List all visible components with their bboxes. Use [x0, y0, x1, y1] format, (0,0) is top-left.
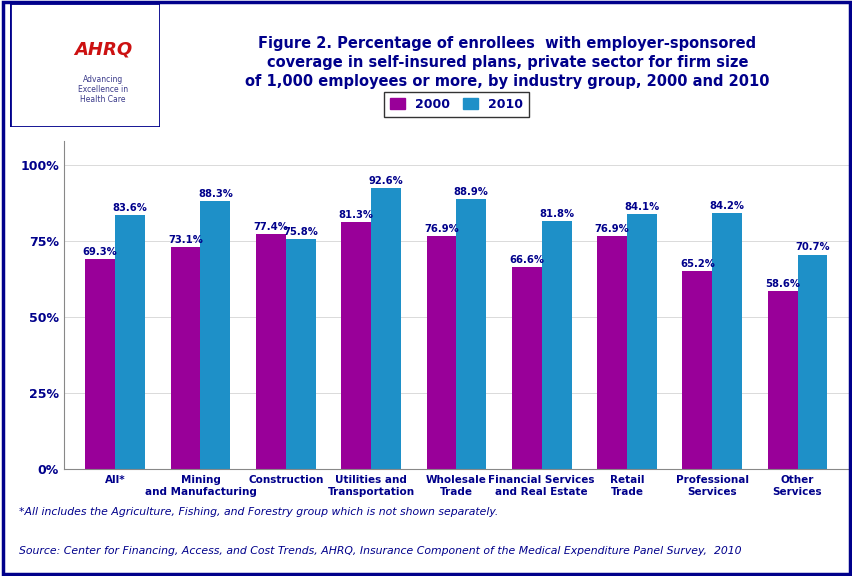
Text: 69.3%: 69.3% — [83, 247, 118, 257]
Text: 88.3%: 88.3% — [198, 189, 233, 199]
Bar — [797, 255, 826, 469]
Text: Figure 2. Percentage of enrollees  with employer-sponsored
coverage in self-insu: Figure 2. Percentage of enrollees with e… — [245, 36, 769, 89]
Text: 70.7%: 70.7% — [794, 242, 829, 252]
Text: 76.9%: 76.9% — [423, 223, 458, 233]
Text: 92.6%: 92.6% — [368, 176, 403, 186]
Text: 58.6%: 58.6% — [764, 279, 799, 289]
Text: *All includes the Agriculture, Fishing, and Forestry group which is not shown se: *All includes the Agriculture, Fishing, … — [19, 507, 498, 517]
Text: 75.8%: 75.8% — [283, 227, 318, 237]
Text: 65.2%: 65.2% — [679, 259, 714, 269]
Bar — [256, 234, 285, 469]
Bar — [767, 291, 797, 469]
Text: 81.8%: 81.8% — [538, 209, 573, 219]
Bar — [200, 201, 230, 469]
Text: 66.6%: 66.6% — [509, 255, 544, 265]
Bar — [285, 239, 315, 469]
Bar — [711, 214, 741, 469]
Bar — [541, 221, 571, 469]
Bar — [341, 222, 371, 469]
Text: Advancing
Excellence in
Health Care: Advancing Excellence in Health Care — [78, 75, 128, 104]
Bar — [85, 259, 115, 469]
Text: 77.4%: 77.4% — [253, 222, 288, 232]
Bar — [682, 271, 711, 469]
Legend: 2000, 2010: 2000, 2010 — [383, 92, 528, 117]
Bar — [170, 247, 200, 469]
Text: 73.1%: 73.1% — [168, 235, 203, 245]
Bar — [511, 267, 541, 469]
Text: 84.2%: 84.2% — [709, 202, 744, 211]
Text: 81.3%: 81.3% — [338, 210, 373, 220]
Text: 88.9%: 88.9% — [453, 187, 488, 197]
Text: 76.9%: 76.9% — [594, 223, 629, 233]
Bar — [426, 236, 456, 469]
Text: Source: Center for Financing, Access, and Cost Trends, AHRQ, Insurance Component: Source: Center for Financing, Access, an… — [19, 546, 740, 556]
Text: 84.1%: 84.1% — [624, 202, 659, 211]
Bar — [371, 188, 400, 469]
Bar — [626, 214, 656, 469]
Text: AHRQ: AHRQ — [73, 41, 132, 59]
Bar — [456, 199, 486, 469]
Bar — [115, 215, 145, 469]
Bar — [596, 236, 626, 469]
Text: 83.6%: 83.6% — [112, 203, 147, 213]
